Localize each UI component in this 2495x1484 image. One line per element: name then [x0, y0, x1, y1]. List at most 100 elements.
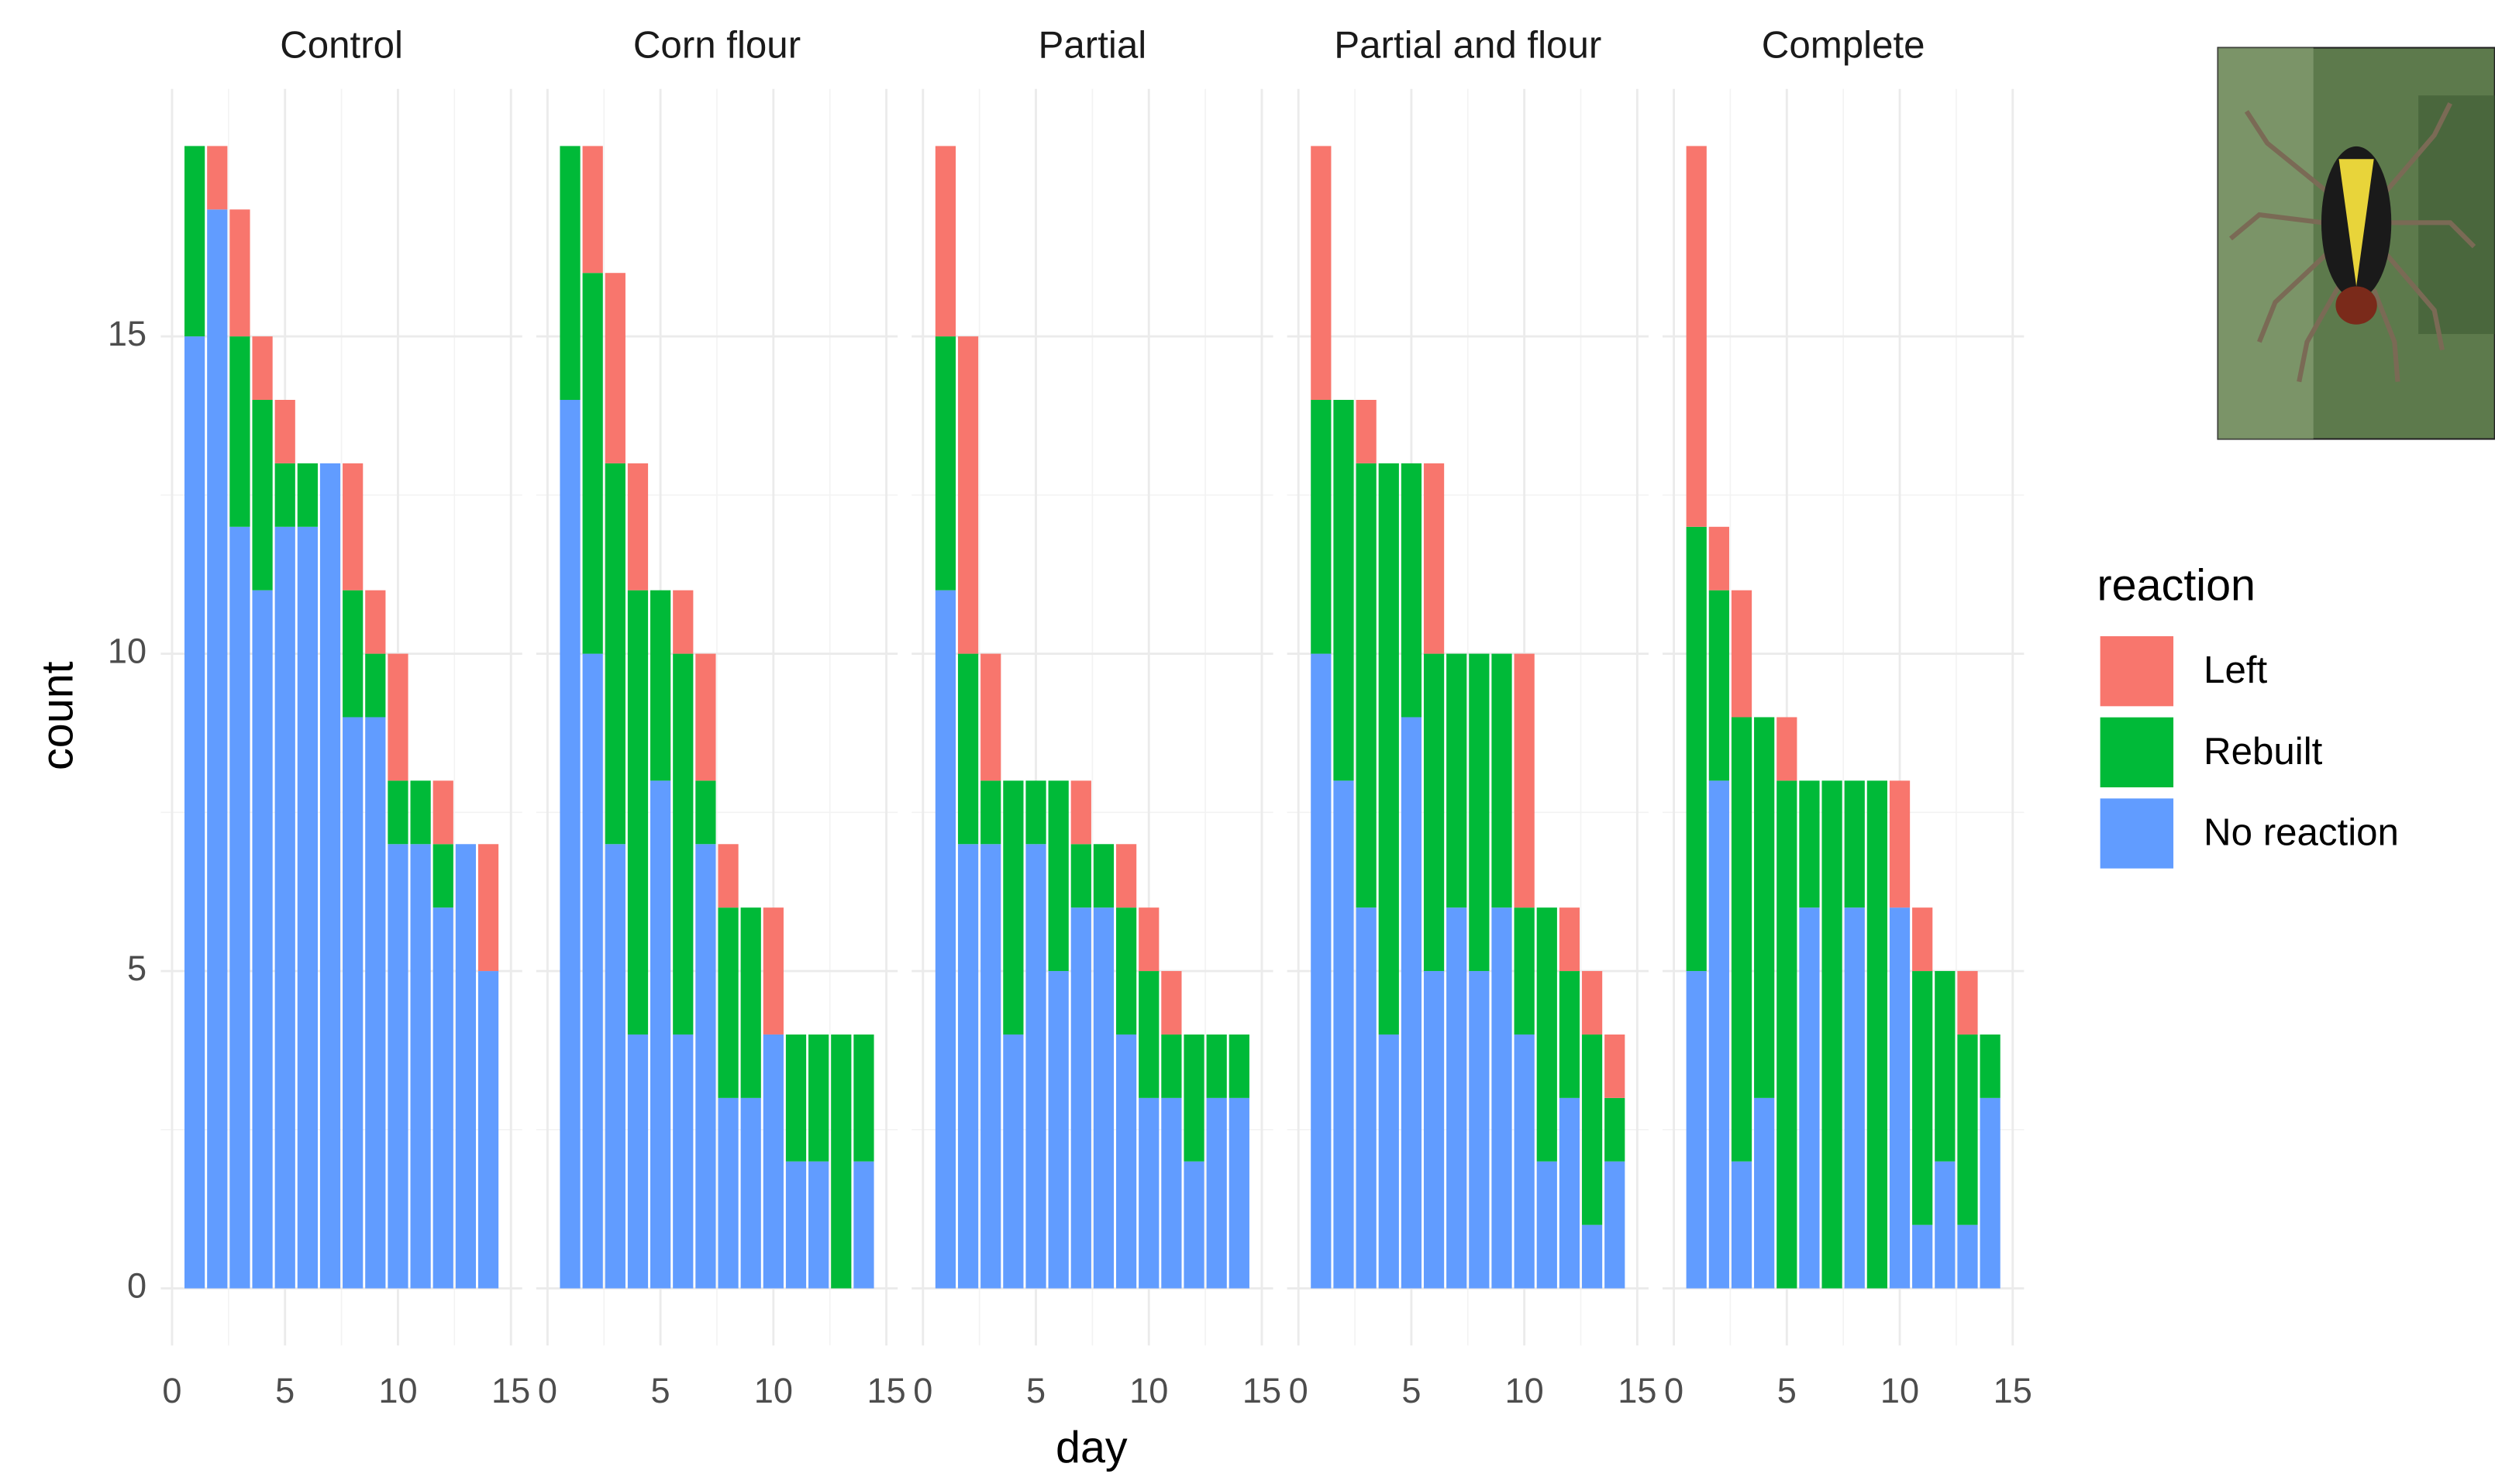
bar-segment	[1094, 844, 1114, 907]
bar-segment	[1356, 400, 1377, 463]
bar-segment	[433, 780, 453, 844]
bar-segment	[1687, 971, 1707, 1288]
bar-segment	[229, 209, 250, 336]
bar-segment	[1139, 1098, 1159, 1289]
bar-segment	[1071, 780, 1091, 844]
bar-segment	[1446, 907, 1466, 1288]
bar-segment	[1732, 717, 1752, 1161]
bar-segment	[1356, 463, 1377, 907]
bar-segment	[1116, 844, 1136, 907]
bar-segment	[560, 400, 580, 1289]
bar-segment	[1515, 907, 1535, 1035]
bar-segment	[936, 591, 956, 1289]
bar-segment	[1935, 1162, 1955, 1289]
bar-segment	[1333, 400, 1353, 780]
bar-segment	[1469, 654, 1489, 971]
bar-segment	[365, 654, 385, 718]
chart: day count Control051015051015Corn flour0…	[0, 0, 2495, 1484]
bar-segment	[958, 336, 978, 653]
bar-segment	[1184, 1162, 1204, 1289]
bar-segment	[1821, 780, 1842, 1288]
bar-segment	[1687, 146, 1707, 526]
photo	[2218, 48, 2495, 439]
x-tick-label: 0	[538, 1371, 557, 1410]
x-tick-label: 5	[651, 1371, 670, 1410]
bar-segment	[741, 1098, 761, 1289]
bar-segment	[1003, 1035, 1023, 1289]
bar-segment	[1401, 463, 1422, 718]
bar-segment	[605, 273, 625, 463]
bar-segment	[628, 463, 648, 591]
bar-segment	[650, 591, 670, 781]
bar-segment	[1537, 907, 1557, 1162]
bar-segment	[673, 591, 693, 654]
y-tick-label: 10	[108, 632, 146, 671]
x-tick-label: 0	[913, 1371, 932, 1410]
bar-segment	[1311, 400, 1331, 654]
bar-segment	[1845, 907, 1865, 1288]
x-tick-label: 5	[1026, 1371, 1046, 1410]
x-tick-label: 5	[275, 1371, 295, 1410]
bar-segment	[695, 844, 715, 1288]
x-tick-label: 15	[1994, 1371, 2032, 1410]
bar-segment	[1867, 780, 1887, 1288]
x-tick-label: 15	[867, 1371, 905, 1410]
legend-label: No reaction	[2204, 811, 2399, 854]
bar-segment	[1799, 907, 1819, 1288]
bar-segment	[1207, 1035, 1227, 1098]
bar-segment	[184, 146, 205, 336]
bar-segment	[786, 1035, 806, 1162]
bar-segment	[1890, 780, 1910, 907]
bar-segment	[958, 844, 978, 1288]
bar-segment	[1604, 1098, 1625, 1162]
bar-segment	[320, 463, 340, 1289]
bar-segment	[1469, 971, 1489, 1288]
bar-segment	[1515, 654, 1535, 908]
bar-segment	[1491, 907, 1511, 1288]
bar-segment	[478, 844, 498, 971]
bar-segment	[1709, 591, 1729, 781]
bar-segment	[1379, 1035, 1399, 1289]
bar-segment	[1582, 1225, 1602, 1289]
y-tick-label: 5	[127, 949, 146, 988]
bar-segment	[184, 336, 205, 1288]
bar-segment	[786, 1162, 806, 1289]
bar-segment	[1845, 780, 1865, 907]
bar-segment	[980, 654, 1001, 781]
bar-segment	[478, 971, 498, 1288]
y-tick-label: 0	[127, 1265, 146, 1305]
bar-segment	[365, 717, 385, 1288]
bar-segment	[1582, 1035, 1602, 1225]
bar-segment	[1229, 1035, 1249, 1098]
bar-segment	[628, 591, 648, 1035]
bar-segment	[1980, 1098, 2000, 1289]
bar-segment	[252, 591, 272, 1289]
bar-segment	[388, 844, 408, 1288]
bar-segment	[1184, 1035, 1204, 1162]
x-tick-label: 10	[1880, 1371, 1919, 1410]
bar-segment	[365, 591, 385, 654]
x-tick-label: 0	[1289, 1371, 1308, 1410]
bar-segment	[1356, 907, 1377, 1288]
bar-segment	[980, 844, 1001, 1288]
bar-segment	[1776, 717, 1797, 780]
bar-segment	[1424, 971, 1444, 1288]
bar-segment	[343, 717, 363, 1288]
bar-segment	[1537, 1162, 1557, 1289]
bar-segment	[936, 146, 956, 336]
bar-segment	[1912, 1225, 1932, 1289]
bar-segment	[1515, 1035, 1535, 1289]
legend-key	[2100, 798, 2173, 868]
bar-segment	[560, 146, 580, 400]
bar-segment	[980, 780, 1001, 844]
bar-segment	[763, 907, 784, 1035]
bar-segment	[628, 1035, 648, 1289]
bar-segment	[229, 336, 250, 527]
bar-segment	[1912, 971, 1932, 1225]
bar-segment	[388, 654, 408, 781]
x-tick-label: 15	[1618, 1371, 1656, 1410]
bar-segment	[583, 146, 603, 273]
bar-segment	[252, 336, 272, 400]
bar-segment	[1935, 971, 1955, 1162]
bar-segment	[1229, 1098, 1249, 1289]
